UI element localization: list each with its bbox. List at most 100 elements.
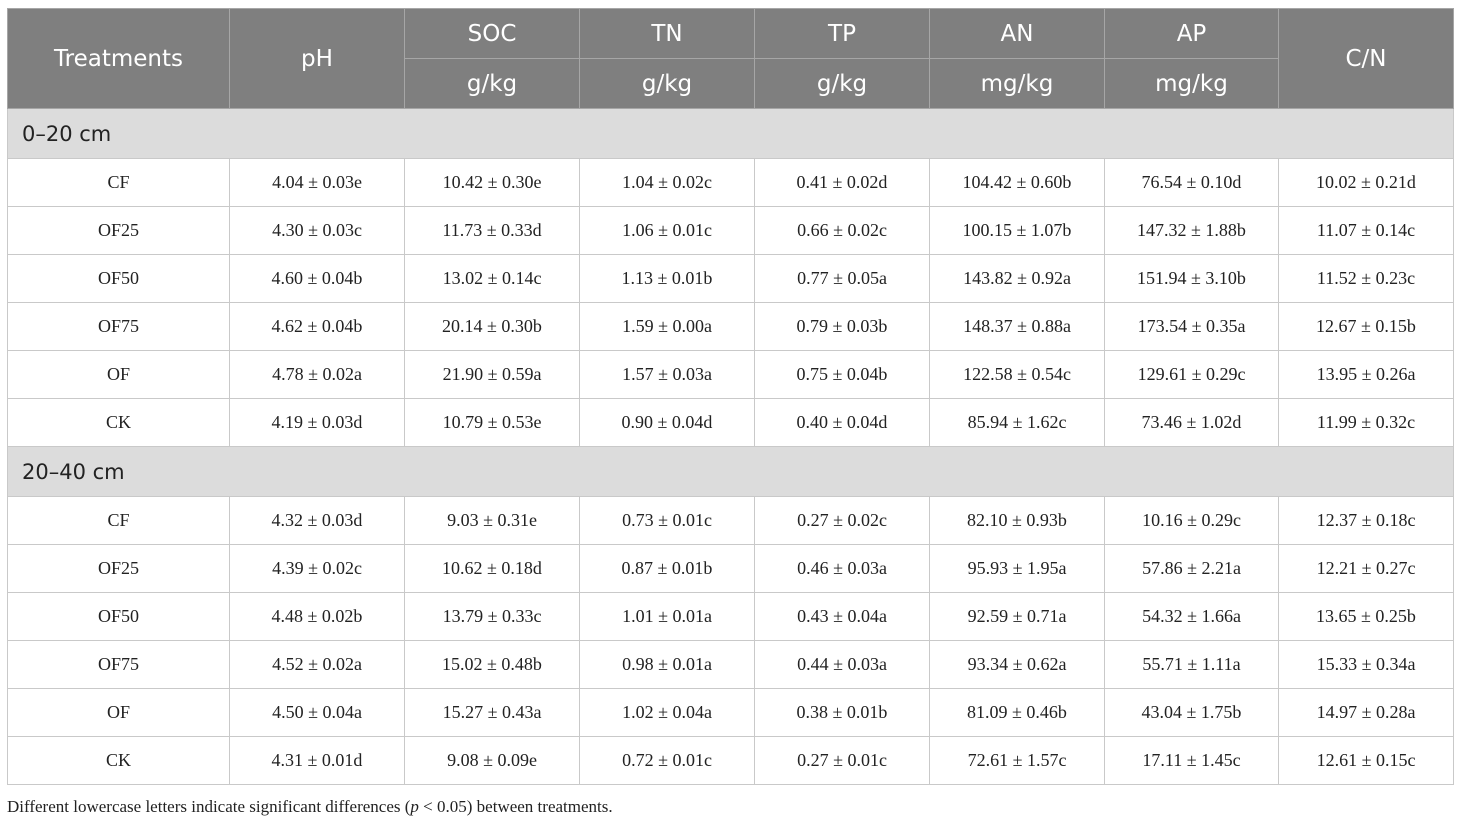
value-cell: 13.79 ± 0.33c [404, 592, 580, 641]
value-cell: 72.61 ± 1.57c [929, 736, 1105, 785]
value-cell: 9.08 ± 0.09e [404, 736, 580, 785]
treatment-cell: OF [7, 350, 230, 399]
value-cell: 0.77 ± 0.05a [754, 254, 930, 303]
value-cell: 173.54 ± 0.35a [1104, 302, 1279, 351]
data-row: CF 4.32 ± 0.03d 9.03 ± 0.31e 0.73 ± 0.01c 0.… [7, 496, 1454, 545]
header-cell: pH [229, 8, 405, 109]
unit-cell: g/kg [404, 58, 580, 109]
value-cell: 11.07 ± 0.14c [1278, 206, 1454, 255]
value-cell: 100.15 ± 1.07b [929, 206, 1105, 255]
value-cell: 0.40 ± 0.04d [754, 398, 930, 447]
value-cell: 4.04 ± 0.03e [229, 158, 405, 207]
data-row: CK 4.31 ± 0.01d 9.08 ± 0.09e 0.72 ± 0.01c 0.… [7, 736, 1454, 785]
data-row: OF75 4.52 ± 0.02a 15.02 ± 0.48b 0.98 ± 0.01… [7, 640, 1454, 689]
value-cell: 1.13 ± 0.01b [579, 254, 755, 303]
data-row: OF75 4.62 ± 0.04b 20.14 ± 0.30b 1.59 ± 0.00… [7, 302, 1454, 351]
value-cell: 104.42 ± 0.60b [929, 158, 1105, 207]
data-row: OF50 4.60 ± 0.04b 13.02 ± 0.14c 1.13 ± 0.01… [7, 254, 1454, 303]
value-cell: 12.21 ± 0.27c [1278, 544, 1454, 593]
value-cell: 21.90 ± 0.59a [404, 350, 580, 399]
value-cell: 0.27 ± 0.02c [754, 496, 930, 545]
value-cell: 1.02 ± 0.04a [579, 688, 755, 737]
value-cell: 0.46 ± 0.03a [754, 544, 930, 593]
header-cell: TN [579, 8, 755, 59]
value-cell: 12.37 ± 0.18c [1278, 496, 1454, 545]
value-cell: 11.52 ± 0.23c [1278, 254, 1454, 303]
value-cell: 15.02 ± 0.48b [404, 640, 580, 689]
value-cell: 13.02 ± 0.14c [404, 254, 580, 303]
value-cell: 1.57 ± 0.03a [579, 350, 755, 399]
value-cell: 0.44 ± 0.03a [754, 640, 930, 689]
value-cell: 55.71 ± 1.11a [1104, 640, 1279, 689]
value-cell: 0.73 ± 0.01c [579, 496, 755, 545]
value-cell: 12.67 ± 0.15b [1278, 302, 1454, 351]
value-cell: 4.32 ± 0.03d [229, 496, 405, 545]
table-header: Treatments pH SOC TN TP AN AP C/N g/kg g/kg g/kg mg… [7, 8, 1454, 109]
value-cell: 4.78 ± 0.02a [229, 350, 405, 399]
unit-cell: mg/kg [1104, 58, 1279, 109]
footnote-italic: p [410, 797, 419, 816]
value-cell: 76.54 ± 0.10d [1104, 158, 1279, 207]
data-row: CF 4.04 ± 0.03e 10.42 ± 0.30e 1.04 ± 0.02c 0… [7, 158, 1454, 207]
value-cell: 4.48 ± 0.02b [229, 592, 405, 641]
value-cell: 10.42 ± 0.30e [404, 158, 580, 207]
value-cell: 0.43 ± 0.04a [754, 592, 930, 641]
value-cell: 92.59 ± 0.71a [929, 592, 1105, 641]
value-cell: 17.11 ± 1.45c [1104, 736, 1279, 785]
data-row: OF50 4.48 ± 0.02b 13.79 ± 0.33c 1.01 ± 0.01… [7, 592, 1454, 641]
value-cell: 0.79 ± 0.03b [754, 302, 930, 351]
header-cell: AN [929, 8, 1105, 59]
value-cell: 4.52 ± 0.02a [229, 640, 405, 689]
value-cell: 122.58 ± 0.54c [929, 350, 1105, 399]
value-cell: 15.33 ± 0.34a [1278, 640, 1454, 689]
value-cell: 1.59 ± 0.00a [579, 302, 755, 351]
value-cell: 73.46 ± 1.02d [1104, 398, 1279, 447]
value-cell: 0.72 ± 0.01c [579, 736, 755, 785]
value-cell: 0.90 ± 0.04d [579, 398, 755, 447]
value-cell: 4.62 ± 0.04b [229, 302, 405, 351]
value-cell: 1.06 ± 0.01c [579, 206, 755, 255]
value-cell: 82.10 ± 0.93b [929, 496, 1105, 545]
table-body: 0–20 cm CF 4.04 ± 0.03e 10.42 ± 0.30e 1.04 ±… [7, 108, 1454, 785]
treatment-cell: OF50 [7, 254, 230, 303]
data-row: OF 4.50 ± 0.04a 15.27 ± 0.43a 1.02 ± 0.04a 0… [7, 688, 1454, 737]
value-cell: 93.34 ± 0.62a [929, 640, 1105, 689]
value-cell: 1.01 ± 0.01a [579, 592, 755, 641]
value-cell: 85.94 ± 1.62c [929, 398, 1105, 447]
value-cell: 0.38 ± 0.01b [754, 688, 930, 737]
value-cell: 14.97 ± 0.28a [1278, 688, 1454, 737]
treatment-cell: OF50 [7, 592, 230, 641]
section-row: 20–40 cm [7, 446, 1454, 497]
header-row: Treatments pH SOC TN TP AN AP C/N [7, 8, 1454, 109]
value-cell: 151.94 ± 3.10b [1104, 254, 1279, 303]
footnote-text: Different lowercase letters indicate sig… [7, 797, 411, 816]
data-row: OF25 4.30 ± 0.03c 11.73 ± 0.33d 1.06 ± 0.01… [7, 206, 1454, 255]
value-cell: 0.98 ± 0.01a [579, 640, 755, 689]
value-cell: 9.03 ± 0.31e [404, 496, 580, 545]
value-cell: 4.31 ± 0.01d [229, 736, 405, 785]
value-cell: 147.32 ± 1.88b [1104, 206, 1279, 255]
treatment-cell: OF25 [7, 206, 230, 255]
value-cell: 1.04 ± 0.02c [579, 158, 755, 207]
footnote-text: < 0.05) between treatments. [418, 797, 613, 816]
value-cell: 0.87 ± 0.01b [579, 544, 755, 593]
value-cell: 4.19 ± 0.03d [229, 398, 405, 447]
value-cell: 81.09 ± 0.46b [929, 688, 1105, 737]
value-cell: 57.86 ± 2.21a [1104, 544, 1279, 593]
treatment-cell: CF [7, 158, 230, 207]
treatment-cell: CF [7, 496, 230, 545]
section-label: 0–20 cm [7, 108, 1454, 159]
value-cell: 4.30 ± 0.03c [229, 206, 405, 255]
header-cell: TP [754, 8, 930, 59]
treatment-cell: OF75 [7, 302, 230, 351]
data-row: OF 4.78 ± 0.02a 21.90 ± 0.59a 1.57 ± 0.03a 0… [7, 350, 1454, 399]
value-cell: 4.60 ± 0.04b [229, 254, 405, 303]
value-cell: 15.27 ± 0.43a [404, 688, 580, 737]
header-cell: AP [1104, 8, 1279, 59]
value-cell: 13.65 ± 0.25b [1278, 592, 1454, 641]
data-table: Treatments pH SOC TN TP AN AP C/N g/kg g/kg g/kg mg… [7, 8, 1454, 785]
value-cell: 0.75 ± 0.04b [754, 350, 930, 399]
value-cell: 54.32 ± 1.66a [1104, 592, 1279, 641]
value-cell: 129.61 ± 0.29c [1104, 350, 1279, 399]
